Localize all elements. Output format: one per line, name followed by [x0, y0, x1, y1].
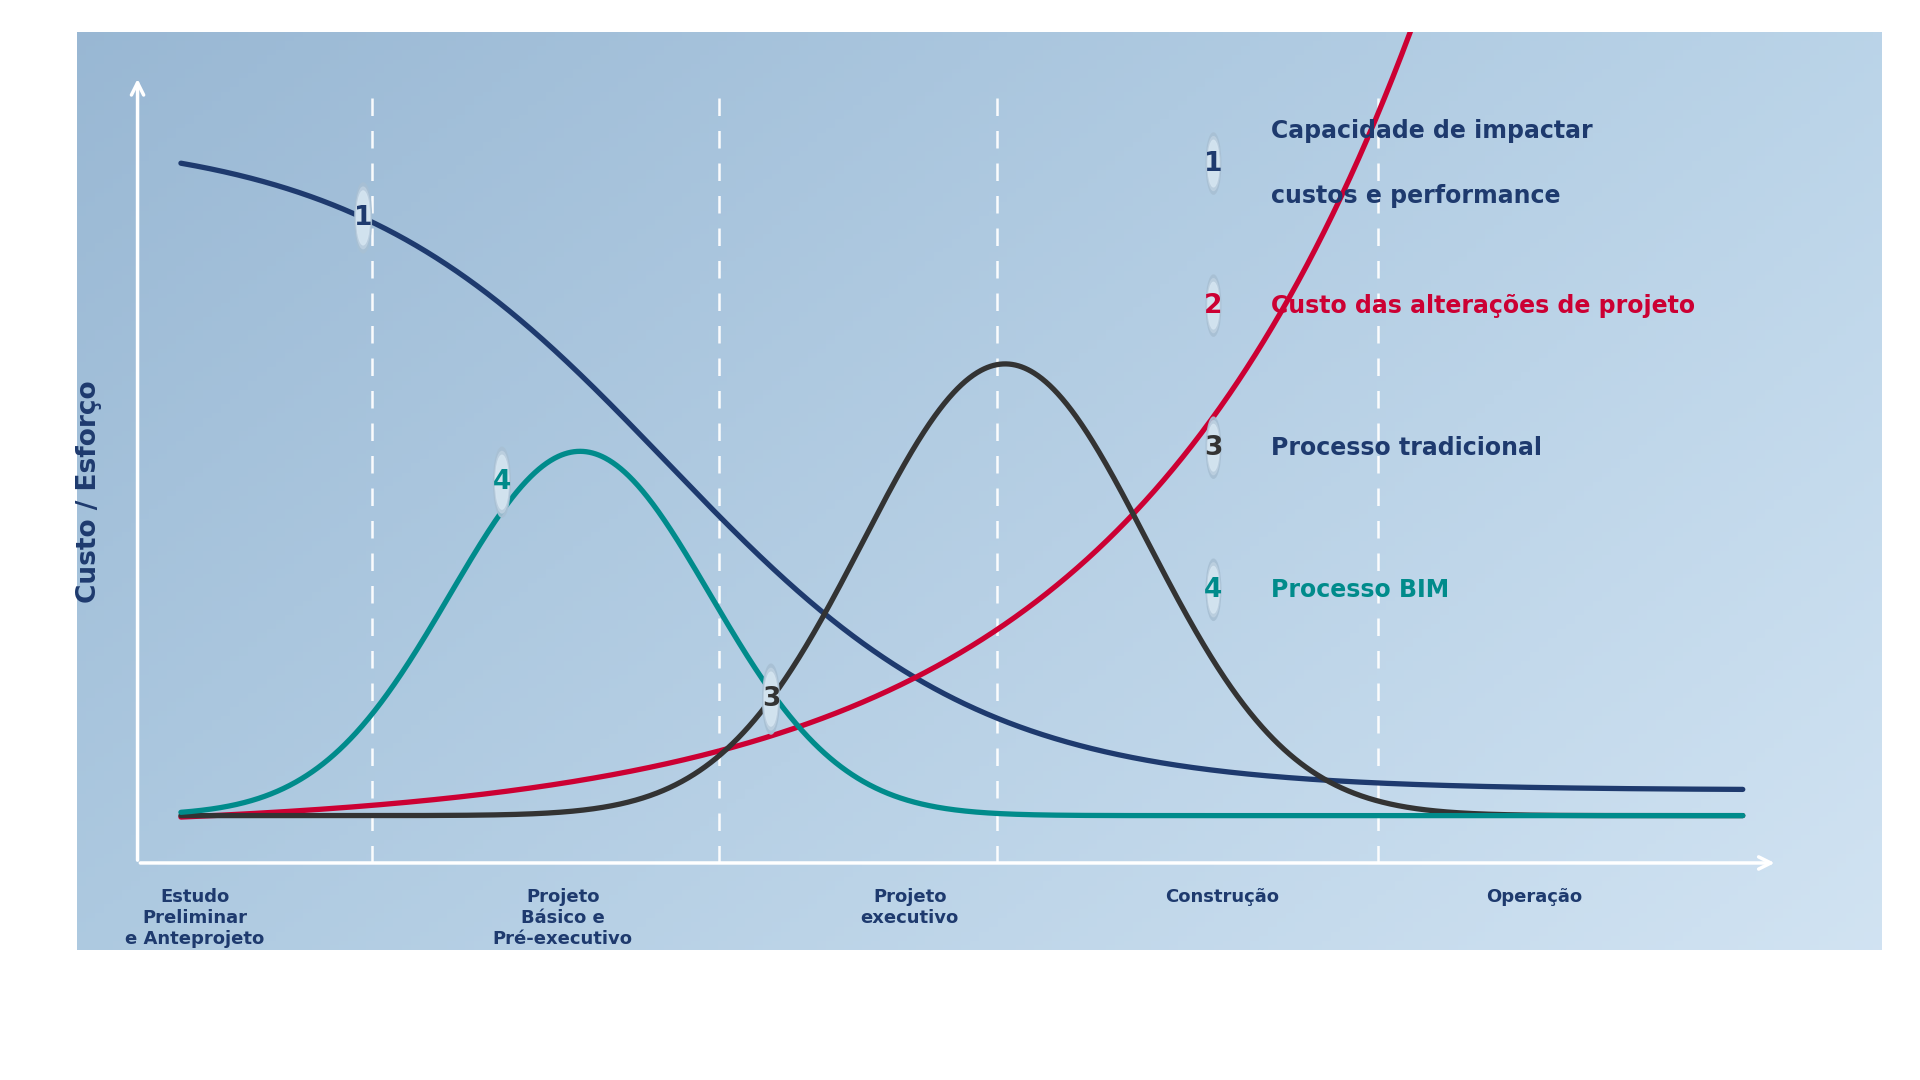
- Circle shape: [357, 191, 369, 245]
- Circle shape: [355, 183, 371, 253]
- Circle shape: [764, 672, 778, 726]
- Circle shape: [1206, 417, 1221, 478]
- Circle shape: [1208, 136, 1219, 190]
- Circle shape: [1208, 421, 1219, 474]
- Text: 4: 4: [493, 469, 511, 496]
- Text: 2: 2: [1204, 293, 1223, 319]
- Text: Custo / Esforço: Custo / Esforço: [77, 380, 102, 603]
- Text: Estudo
Preliminar
e Anteprojeto: Estudo Preliminar e Anteprojeto: [125, 889, 265, 948]
- Circle shape: [762, 664, 780, 734]
- Circle shape: [1208, 282, 1219, 329]
- Text: 3: 3: [762, 686, 780, 712]
- Circle shape: [1208, 424, 1219, 471]
- Circle shape: [495, 456, 509, 509]
- Circle shape: [1206, 559, 1221, 620]
- Circle shape: [1208, 140, 1219, 187]
- Text: Projeto
executivo: Projeto executivo: [860, 889, 958, 928]
- Text: Custo das alterações de projeto: Custo das alterações de projeto: [1271, 294, 1695, 318]
- Text: Operação: Operação: [1486, 889, 1582, 906]
- Text: 1: 1: [1204, 150, 1223, 176]
- Circle shape: [1208, 279, 1219, 333]
- Circle shape: [355, 187, 371, 248]
- Circle shape: [1206, 275, 1221, 336]
- Circle shape: [495, 451, 509, 513]
- Text: 3: 3: [1204, 434, 1223, 461]
- Circle shape: [493, 447, 511, 517]
- Circle shape: [1208, 566, 1219, 613]
- Text: 4: 4: [1204, 577, 1223, 603]
- Circle shape: [1208, 563, 1219, 617]
- Text: Processo tradicional: Processo tradicional: [1271, 435, 1542, 460]
- Circle shape: [764, 669, 778, 730]
- Text: Construção: Construção: [1165, 889, 1279, 906]
- Text: Processo BIM: Processo BIM: [1271, 578, 1450, 602]
- Circle shape: [1206, 133, 1221, 194]
- Text: custos e performance: custos e performance: [1271, 185, 1561, 208]
- Text: Capacidade de impactar: Capacidade de impactar: [1271, 119, 1592, 143]
- Text: 1: 1: [353, 205, 372, 231]
- Text: Projeto
Básico e
Pré-executivo: Projeto Básico e Pré-executivo: [493, 889, 634, 948]
